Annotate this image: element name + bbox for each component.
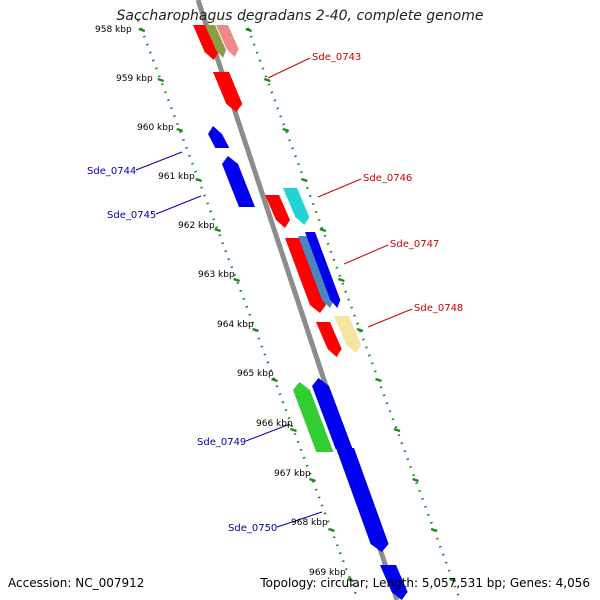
track-major-tick bbox=[282, 127, 290, 133]
gene-arrow bbox=[298, 236, 334, 308]
gene-leader-line bbox=[276, 511, 323, 528]
gene-leader-line bbox=[245, 423, 291, 442]
track-major-tick bbox=[176, 127, 184, 133]
track-major-tick bbox=[271, 377, 278, 383]
track-major-tick bbox=[245, 27, 253, 33]
gene-arrow bbox=[213, 72, 243, 112]
gene-arrow bbox=[208, 126, 230, 148]
gene-leader-line bbox=[317, 178, 362, 198]
gene-label: Sde_0743 bbox=[312, 52, 361, 63]
track-major-tick bbox=[337, 277, 345, 283]
track-major-tick bbox=[375, 377, 382, 383]
kbp-tick-label: 959 kbp bbox=[116, 74, 153, 84]
outer-track-right bbox=[243, 19, 462, 600]
kbp-tick-label: 969 kbp bbox=[309, 568, 346, 578]
track-major-tick bbox=[347, 577, 354, 583]
leader-layer bbox=[135, 57, 413, 528]
kbp-tick-label: 961 kbp bbox=[158, 172, 195, 182]
track-major-tick bbox=[449, 577, 456, 583]
gene-arrow bbox=[222, 156, 255, 207]
track-major-tick bbox=[252, 327, 259, 333]
track-major-tick bbox=[290, 427, 297, 433]
gene-label: Sde_0748 bbox=[414, 303, 463, 314]
track-major-tick bbox=[412, 477, 419, 483]
kbp-tick-label: 964 kbp bbox=[217, 320, 254, 330]
track-major-tick bbox=[138, 27, 146, 33]
label-layer: 958 kbp 959 kbp 960 kbp 961 kbp 962 kbp 963 k… bbox=[87, 25, 463, 578]
accession-text: Accession: NC_007912 bbox=[8, 576, 145, 590]
track-major-tick bbox=[319, 227, 327, 233]
track-major-tick bbox=[430, 527, 438, 533]
kbp-tick-label: 966 kbp bbox=[256, 419, 293, 429]
track-major-tick bbox=[157, 77, 165, 83]
track-layer bbox=[136, 19, 462, 600]
kbp-tick-label: 967 kbp bbox=[274, 469, 311, 479]
gene-arrow bbox=[205, 25, 226, 58]
gene-leader-line bbox=[267, 57, 311, 79]
gene-arrow bbox=[316, 322, 342, 357]
kbp-tick-label: 962 kbp bbox=[178, 221, 215, 231]
kbp-tick-label: 968 kbp bbox=[291, 518, 328, 528]
gene-arrow bbox=[283, 188, 310, 225]
gene-label: Sde_0744 bbox=[87, 166, 136, 177]
track-major-tick bbox=[328, 527, 335, 533]
gene-label: Sde_0747 bbox=[390, 239, 439, 250]
genome-summary-text: Topology: circular; Length: 5,057,531 bp… bbox=[260, 576, 590, 590]
gene-arrow bbox=[380, 565, 408, 600]
gene-layer bbox=[193, 25, 408, 600]
gene-arrow bbox=[285, 238, 326, 313]
kbp-tick-label: 958 kbp bbox=[95, 25, 132, 35]
track-major-tick bbox=[195, 177, 203, 183]
outer-track-left bbox=[136, 19, 360, 600]
track-major-tick bbox=[393, 427, 401, 433]
track-major-tick bbox=[309, 477, 316, 483]
track-major-tick bbox=[214, 227, 222, 233]
gene-label: Sde_0750 bbox=[228, 523, 277, 534]
gene-leader-line bbox=[155, 195, 202, 215]
gene-arrow bbox=[216, 25, 239, 57]
gene-arrow bbox=[334, 316, 362, 353]
track-major-tick bbox=[263, 77, 271, 83]
kbp-tick-label: 960 kbp bbox=[137, 123, 174, 133]
gene-arrow bbox=[336, 448, 389, 552]
gene-arrow bbox=[193, 25, 219, 60]
gene-leader-line bbox=[367, 308, 413, 328]
gene-leader-line bbox=[135, 151, 183, 171]
gene-label: Sde_0749 bbox=[197, 437, 246, 448]
kbp-tick-label: 963 kbp bbox=[198, 270, 235, 280]
gene-arrow bbox=[305, 232, 341, 308]
gene-arrow bbox=[312, 378, 353, 449]
genome-title: Saccharophagus degradans 2-40, complete … bbox=[116, 8, 484, 24]
track-major-tick bbox=[356, 327, 364, 333]
gene-arrow bbox=[265, 195, 290, 228]
gene-leader-line bbox=[343, 244, 389, 265]
track-major-tick bbox=[233, 277, 241, 283]
track-major-tick bbox=[300, 177, 308, 183]
gene-arrow bbox=[293, 382, 334, 452]
gene-label: Sde_0746 bbox=[363, 173, 412, 184]
kbp-tick-label: 965 kbp bbox=[237, 369, 274, 379]
gene-label: Sde_0745 bbox=[107, 210, 156, 221]
